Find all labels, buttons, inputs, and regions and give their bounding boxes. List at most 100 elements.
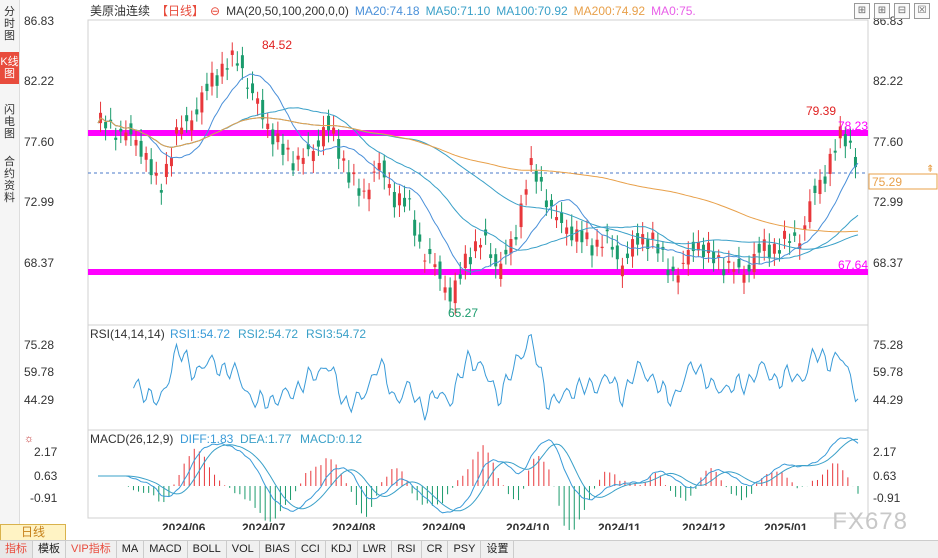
kline-chart[interactable]: 86.83 82.22 77.60 72.99 68.37 86.83 82.2… [20,0,938,530]
toolbar-boll[interactable]: BOLL [188,541,227,558]
candle-body [240,55,244,69]
candle-body [615,245,619,260]
toolbar-cci[interactable]: CCI [296,541,326,558]
candle-body [463,253,467,269]
candle-body [514,237,518,240]
candle-body [266,123,270,130]
candle-body [848,140,852,143]
candle-body [575,229,579,242]
candle-body [235,63,239,66]
candle-body [190,120,194,131]
candle-body [620,265,624,277]
candle-body [489,254,493,259]
period-tab-daily[interactable]: 日线 [0,524,66,541]
candle-body [392,191,396,208]
toolbar-vol[interactable]: VOL [227,541,260,558]
macd-settings-icon[interactable]: ☼ [24,433,34,445]
toolbar-bias[interactable]: BIAS [260,541,296,558]
candle-body [646,239,650,250]
candle-body [641,234,645,245]
candle-body [494,254,498,267]
ma100-line [97,117,859,250]
candle-body [853,156,857,168]
price-axis-left-3: 72.99 [24,195,54,209]
toolbar-lwr[interactable]: LWR [358,541,393,558]
toolbar-rsi[interactable]: RSI [392,541,422,558]
rsi-line [133,333,859,421]
date-label-5: 2024/11 [598,521,641,530]
candle-body [767,244,771,259]
low-annotation: 65.27 [448,306,478,320]
candle-body [818,179,822,195]
rsi-axis-right-2: 44.29 [873,393,903,407]
moving-average-lines [97,73,859,273]
support-annotation: 67.64 [838,258,868,272]
candle-body [230,50,234,55]
rsi-label: RSI(14,14,14) [90,327,165,341]
candle-body [372,171,376,173]
candle-body [772,243,776,254]
candle-body [215,75,219,86]
candle-body [195,109,199,115]
grid-icon[interactable]: ⊞ [854,3,870,19]
ma100-value: MA100:70.92 [496,4,568,18]
candle-body [301,157,305,164]
rsi-axis-left-1: 59.78 [24,365,54,379]
zoom-in-icon[interactable]: ⊞ [874,3,890,19]
period-label[interactable]: 【日线】 [156,4,205,18]
tab-flash[interactable]: 闪电图 [4,104,15,140]
ma20-line [97,73,859,273]
close-icon[interactable]: ☒ [914,3,930,19]
candle-body [291,163,295,171]
tab-contract-info[interactable]: 合约资料 [4,156,15,204]
toolbar-settings[interactable]: 设置 [481,541,515,558]
ma-params: MA(20,50,100,200,0,0) [226,4,349,18]
recent-high-annotation: 79.39 [806,104,836,118]
candle-body [119,128,123,132]
toolbar-psy[interactable]: PSY [448,541,482,558]
candle-body [788,241,792,243]
toolbar-ma[interactable]: MA [117,541,145,558]
candle-body [595,239,599,247]
toolbar-cr[interactable]: CR [422,541,449,558]
toolbar-vip[interactable]: VIP指标 [66,541,117,558]
tab-timeshare[interactable]: 分时图 [4,6,15,42]
candle-body [529,158,533,166]
candle-body [205,83,209,92]
candle-body [180,127,184,135]
settings-icon[interactable]: ⊖ [210,4,221,18]
candle-body [144,152,148,160]
price-axis-left-4: 68.37 [24,256,54,270]
toolbar-kdj[interactable]: KDJ [326,541,358,558]
candle-body [271,129,275,145]
candle-body [681,262,685,264]
tab-kline[interactable]: K线图 [0,52,19,84]
left-tab-bar: 分时图 K线图 闪电图 合约资料 [0,0,20,530]
toolbar-indicators[interactable]: 指标 [0,541,33,558]
candle-body [124,132,128,141]
candle-body [813,185,817,194]
rsi-axis-left-2: 44.29 [24,393,54,407]
candle-body [251,83,255,94]
candle-body [570,226,574,241]
candle-body [256,98,260,104]
candle-body [747,264,751,272]
candle-body [134,139,138,146]
candle-body [296,155,300,160]
toolbar-macd[interactable]: MACD [144,541,188,558]
zoom-out-icon[interactable]: ⊟ [894,3,910,19]
candle-body [468,257,472,265]
candle-body [600,246,604,249]
candle-body [828,153,832,174]
candle-body [321,127,325,147]
chart-area: 86.83 82.22 77.60 72.99 68.37 86.83 82.2… [20,0,938,530]
candle-body [823,176,827,184]
date-axis: 2024/06 2024/07 2024/08 2024/09 2024/10 … [162,521,808,530]
toolbar-template[interactable]: 模板 [33,541,66,558]
candle-body [555,217,559,221]
candle-body [585,232,589,240]
candle-body [783,230,787,239]
candle-body [428,248,432,255]
candle-body [154,172,158,176]
candle-body [403,197,407,207]
